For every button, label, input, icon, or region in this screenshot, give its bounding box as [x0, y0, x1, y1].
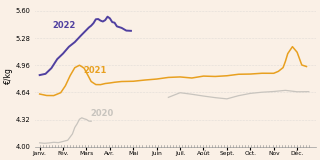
Y-axis label: €/kg: €/kg	[4, 67, 13, 84]
Text: 2022: 2022	[52, 21, 76, 30]
Text: 2020: 2020	[90, 109, 113, 118]
Text: 2021: 2021	[83, 66, 106, 75]
